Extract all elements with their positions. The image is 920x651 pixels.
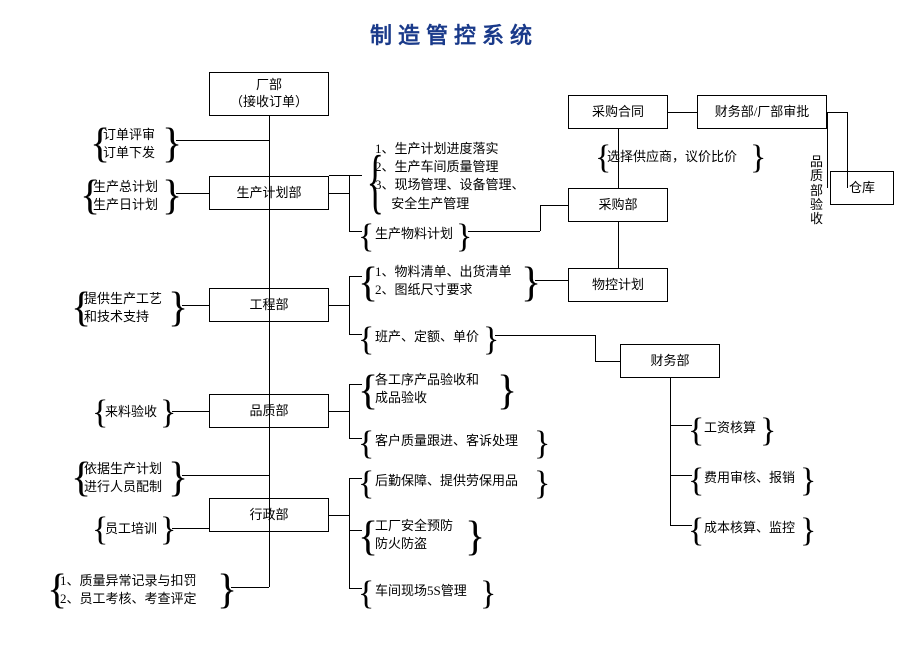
edge-a6-right <box>495 335 595 336</box>
annot-a5: 1、物料清单、出货清单 2、图纸尺寸要求 <box>375 263 512 299</box>
edge-a6-down <box>595 335 596 361</box>
brace-a1-l: { <box>90 120 110 168</box>
node-warehouse: 仓库 <box>830 171 894 205</box>
brace-a16-l: { <box>47 566 67 614</box>
edge-a4-up <box>540 205 541 231</box>
brace-a17-r: } <box>750 139 766 177</box>
brace-a3-l: { <box>367 140 384 223</box>
annot-a8: 各工序产品验收和 成品验收 <box>375 371 479 407</box>
annot-a19: 工资核算 <box>704 419 756 437</box>
brace-a19-r: } <box>760 412 776 450</box>
edge-approve-right <box>827 112 847 113</box>
annot-a2: 生产总计划 生产日计划 <box>93 178 158 214</box>
brace-a8-r: } <box>497 367 517 415</box>
brace-a21-r: } <box>800 512 816 550</box>
annot-a21: 成本核算、监控 <box>704 519 795 537</box>
edge-a12 <box>172 528 209 529</box>
edge-a3 <box>329 175 362 176</box>
edge-a2 <box>176 193 209 194</box>
edge-a4-right <box>468 231 540 232</box>
brace-a14-r: } <box>465 513 485 561</box>
annot-a12: 员工培训 <box>105 520 157 538</box>
edge-eng-fork <box>349 276 350 334</box>
edge-purchase-matctrl <box>618 222 619 268</box>
brace-a15-r: } <box>480 575 496 613</box>
page-title: 制造管控系统 <box>370 18 538 50</box>
brace-a15-l: { <box>358 575 374 613</box>
brace-a9-l: { <box>358 425 374 463</box>
annot-a1: 订单评审 订单下发 <box>103 126 155 162</box>
node-finance-approve: 财务部/厂部审批 <box>697 95 827 129</box>
annot-a13: 后勤保障、提供劳保用品 <box>375 472 518 490</box>
annot-a7: 提供生产工艺 和技术支持 <box>84 290 162 326</box>
annot-a17: 选择供应商，议价比价 <box>607 148 737 166</box>
edge-adm-fork <box>349 478 350 588</box>
edge-pp-right <box>329 193 349 194</box>
brace-a17-l: { <box>595 139 611 177</box>
brace-a4-l: { <box>358 218 374 256</box>
brace-a20-l: { <box>688 462 704 500</box>
edge-a11 <box>182 475 269 476</box>
brace-a2-r: } <box>162 172 182 220</box>
edge-a5-to-matctrl <box>535 280 568 281</box>
edge-pp-fork <box>349 175 350 231</box>
annot-a20: 费用审核、报销 <box>704 469 795 487</box>
brace-a4-r: } <box>456 218 472 256</box>
node-matctrl: 物控计划 <box>568 268 668 302</box>
edge-approve-down <box>827 112 828 188</box>
edge-adm-right <box>329 515 349 516</box>
annot-a15: 车间现场5S管理 <box>375 582 467 600</box>
edge-q-fork <box>349 384 350 438</box>
annot-a4: 生产物料计划 <box>375 225 453 243</box>
brace-a7-r: } <box>168 284 188 332</box>
annot-a10: 来料验收 <box>105 403 157 421</box>
edge-spine <box>269 116 270 532</box>
edge-q-right <box>329 411 349 412</box>
edge-contract-approve <box>668 112 697 113</box>
brace-a13-r: } <box>534 465 550 503</box>
node-factory: 厂部 （接收订单） <box>209 72 329 116</box>
brace-a12-l: { <box>92 511 108 549</box>
edge-a7 <box>182 305 209 306</box>
brace-a12-r: } <box>160 511 176 549</box>
edge-a6-to-finance <box>595 361 620 362</box>
annot-a3: 1、生产计划进度落实 2、生产车间质量管理 3、现场管理、设备管理、 安全生产管… <box>375 140 525 213</box>
brace-a5-r: } <box>521 259 541 307</box>
node-purchase: 采购部 <box>568 188 668 222</box>
brace-a7-l: { <box>71 284 91 332</box>
edge-a16-v <box>269 532 270 587</box>
brace-a11-r: } <box>168 454 188 502</box>
diagram-stage: 制造管控系统 厂部 （接收订单） 生产计划部 工程部 品质部 行政部 采购合同 … <box>0 0 920 651</box>
brace-a20-r: } <box>800 462 816 500</box>
edge-fin-down <box>670 378 671 526</box>
brace-a2-l: { <box>80 172 100 220</box>
edge-approve-right-v <box>847 112 848 188</box>
edge-a16-h <box>231 587 269 588</box>
brace-a1-r: } <box>162 120 182 168</box>
edge-a10 <box>172 411 209 412</box>
brace-a6-l: { <box>358 321 374 359</box>
annot-a16: 1、质量异常记录与扣罚 2、员工考核、考查评定 <box>60 572 197 608</box>
brace-a6-r: } <box>483 321 499 359</box>
edge-a4-to-purchase <box>540 205 568 206</box>
annot-a9: 客户质量跟进、客诉处理 <box>375 432 518 450</box>
annot-a6: 班产、定额、单价 <box>375 328 479 346</box>
edge-a1 <box>176 140 269 141</box>
brace-a21-l: { <box>688 512 704 550</box>
brace-a9-r: } <box>534 425 550 463</box>
brace-a16-r: } <box>217 566 237 614</box>
brace-a19-l: { <box>688 412 704 450</box>
node-purchase-contract: 采购合同 <box>568 95 668 129</box>
node-finance: 财务部 <box>620 344 720 378</box>
annot-a18: 品 质 部 验 收 <box>810 155 823 226</box>
brace-a10-r: } <box>160 394 176 432</box>
edge-eng-right <box>329 305 349 306</box>
brace-a11-l: { <box>71 454 91 502</box>
annot-a14: 工厂安全预防 防火防盗 <box>375 517 453 553</box>
brace-a10-l: { <box>92 394 108 432</box>
brace-a13-l: { <box>358 465 374 503</box>
annot-a11: 依据生产计划 进行人员配制 <box>84 460 162 496</box>
